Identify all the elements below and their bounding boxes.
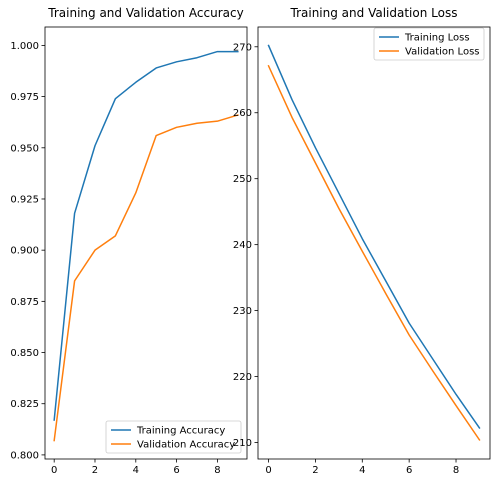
y-tick-label: 0.950 <box>10 143 39 154</box>
y-tick-label: 0.900 <box>10 246 39 257</box>
x-tick-label: 0 <box>51 465 57 476</box>
x-tick-label: 4 <box>359 465 365 476</box>
chart-title: Training and Validation Loss <box>290 6 458 20</box>
y-tick-label: 240 <box>233 240 252 251</box>
legend-label: Training Loss <box>404 33 470 44</box>
legend: Training Accuracy Validation Accuracy <box>105 420 242 454</box>
chart-title: Training and Validation Accuracy <box>47 6 243 20</box>
x-tick-label: 2 <box>312 465 318 476</box>
legend-label: Validation Loss <box>405 47 480 58</box>
y-tick-label: 0.975 <box>10 92 39 103</box>
legend-box <box>373 27 485 61</box>
y-tick-label: 0.925 <box>10 194 39 205</box>
x-tick-label: 8 <box>453 465 459 476</box>
x-tick-label: 2 <box>92 465 98 476</box>
y-tick-label: 210 <box>233 438 252 449</box>
legend-label: Validation Accuracy <box>137 440 235 451</box>
chart-panel-1: Training and Validation Loss 0 2 4 6 8 210 220 2… <box>233 6 491 476</box>
x-tick-label: 6 <box>173 465 179 476</box>
y-tick-label: 0.800 <box>10 450 39 461</box>
y-tick-label: 220 <box>233 372 252 383</box>
series-line-validation-accuracy <box>53 114 239 442</box>
y-tick-label: 0.850 <box>10 348 39 359</box>
y-tick-label: 230 <box>233 306 252 317</box>
series-line-training-accuracy <box>53 50 239 421</box>
x-tick-label: 4 <box>133 465 139 476</box>
y-tick-label: 0.875 <box>10 297 39 308</box>
legend-label: Training Accuracy <box>136 426 225 437</box>
y-tick-label: 270 <box>233 42 252 53</box>
x-tick-label: 6 <box>406 465 412 476</box>
series-line-validation-loss <box>267 64 481 441</box>
y-tick-label: 260 <box>233 108 252 119</box>
x-tick-label: 0 <box>265 465 271 476</box>
y-tick-label: 250 <box>233 174 252 185</box>
x-tick-label: 8 <box>214 465 220 476</box>
y-tick-label: 1.000 <box>10 41 39 52</box>
legend-box <box>105 420 242 454</box>
y-tick-label: 0.825 <box>10 399 39 410</box>
plot-area-frame <box>257 26 491 460</box>
plot-area-frame <box>44 26 248 460</box>
series-line-training-loss <box>267 44 481 430</box>
chart-panel-0: Training and Validation Accuracy 0 2 4 6 8 0.8… <box>10 6 248 476</box>
legend: Training Loss Validation Loss <box>373 27 485 61</box>
